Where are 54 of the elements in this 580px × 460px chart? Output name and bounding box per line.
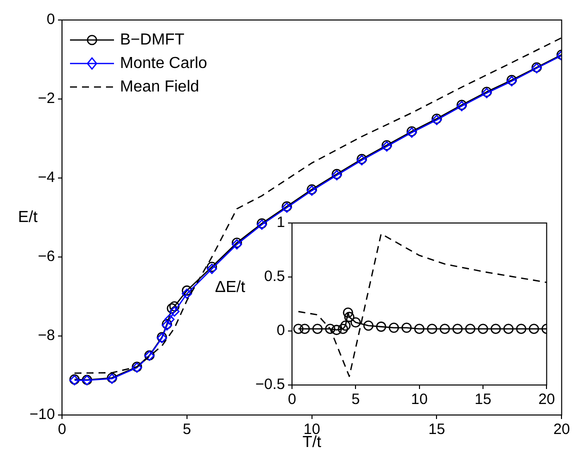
point	[182, 285, 192, 296]
x-tick-label: 15	[474, 391, 492, 408]
y-tick-label: 0	[276, 322, 285, 340]
point	[426, 324, 438, 334]
point	[503, 324, 514, 334]
point	[452, 324, 463, 334]
point	[363, 320, 374, 331]
legend-label: B−DMFT	[120, 31, 185, 48]
x-tick-label: 10	[410, 391, 428, 408]
point	[465, 324, 476, 334]
x-tick-label: 20	[538, 391, 555, 408]
x-tick-label: 0	[288, 391, 296, 408]
point	[516, 324, 526, 334]
point	[528, 324, 540, 334]
point	[440, 324, 450, 334]
y-tick-label: −8	[38, 327, 55, 344]
point	[338, 324, 348, 334]
x-tick-label: 5	[351, 391, 360, 408]
y-tick-label: −0.5	[255, 376, 285, 394]
point	[182, 288, 192, 299]
x-tick-label: 5	[182, 421, 192, 438]
y-axis-title: E/t	[18, 208, 38, 226]
legend-label: Monte Carlo	[120, 54, 208, 72]
x-tick-label: 0	[58, 421, 66, 438]
point	[300, 324, 310, 334]
point	[414, 324, 424, 334]
point	[164, 314, 175, 325]
x-tick-label: 20	[553, 421, 570, 438]
point	[350, 317, 361, 328]
point	[490, 324, 501, 334]
point	[312, 324, 323, 334]
y-tick-label: 0	[46, 11, 55, 28]
point	[344, 312, 354, 322]
y-axis-title: ΔE/t	[215, 279, 246, 296]
point	[293, 324, 304, 334]
y-tick-label: 1	[276, 214, 285, 232]
y-tick-label: −4	[38, 169, 55, 186]
point	[169, 306, 180, 317]
point	[169, 301, 180, 312]
point	[342, 307, 354, 318]
point	[331, 324, 342, 336]
point	[325, 324, 336, 334]
point	[401, 322, 412, 333]
y-tick-label: −6	[38, 248, 55, 266]
legend-label: Mean Field	[120, 78, 200, 96]
point	[376, 322, 386, 332]
point	[478, 324, 488, 334]
point	[388, 322, 400, 333]
point	[340, 320, 351, 331]
point	[166, 303, 178, 314]
y-tick-label: 0.5	[264, 268, 285, 286]
y-tick-label: −2	[38, 90, 55, 108]
y-tick-label: −10	[30, 406, 55, 424]
x-tick-label: 15	[428, 421, 446, 438]
